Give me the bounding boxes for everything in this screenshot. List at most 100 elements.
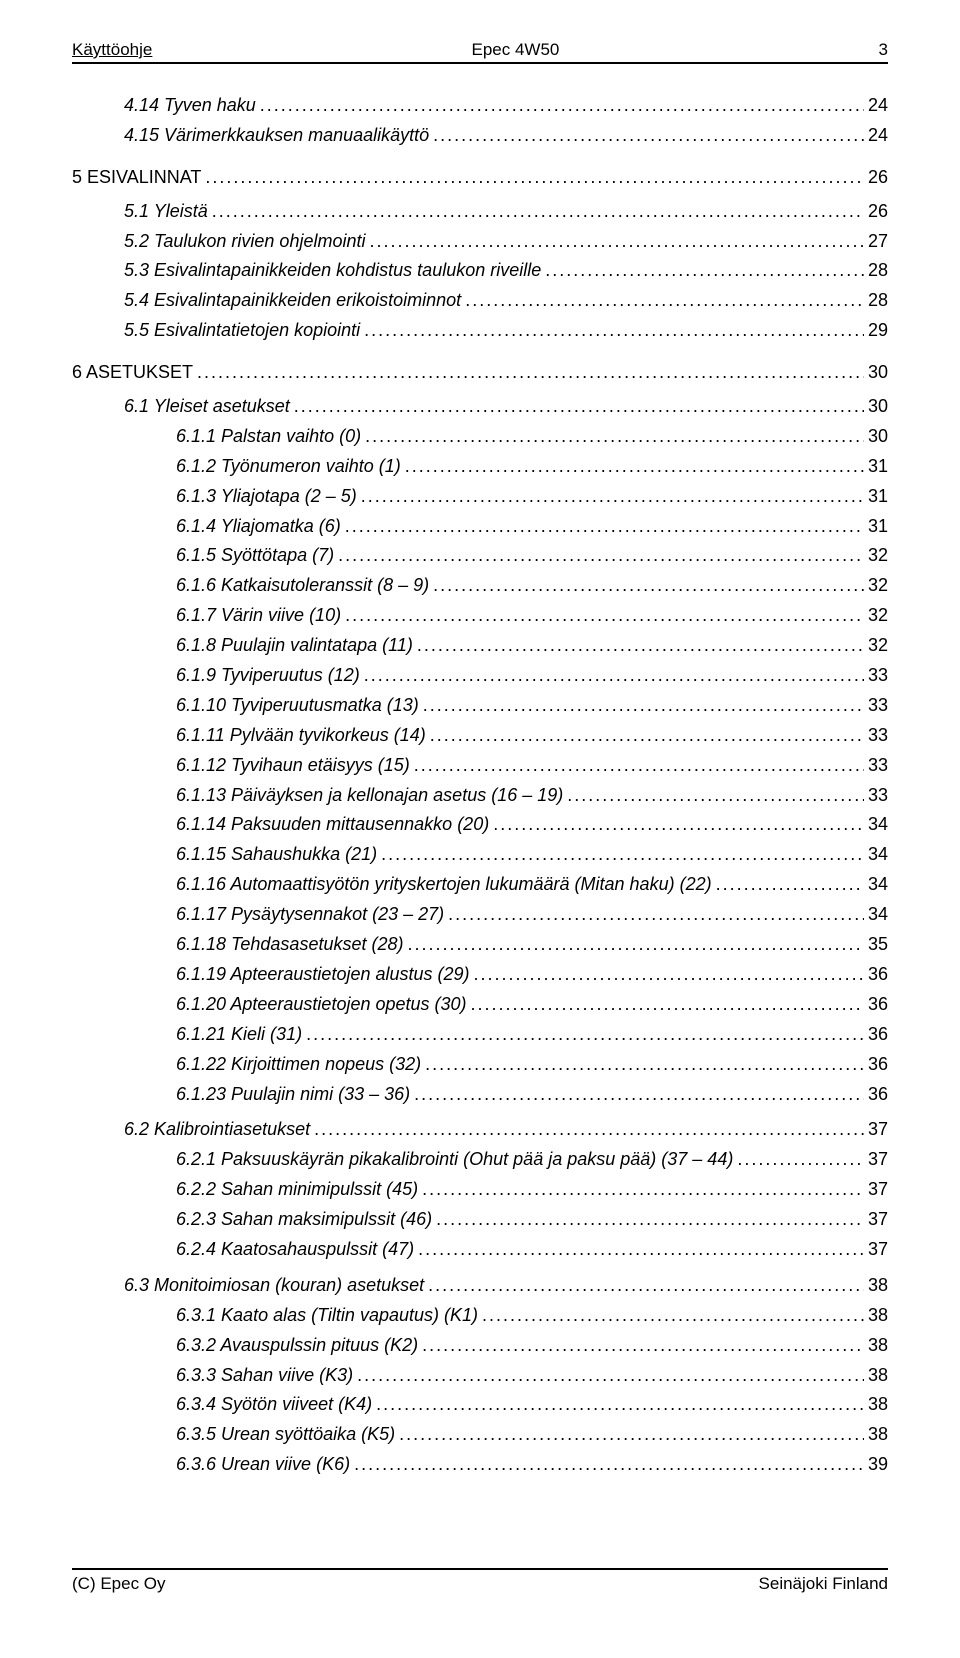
toc-leader-dots [212, 198, 864, 226]
toc-entry-label: 6.1.8 Puulajin valintatapa (11) [176, 632, 413, 660]
toc-entry: 6.3 Monitoimiosan (kouran) asetukset38 [124, 1272, 888, 1300]
toc-entry-page: 37 [868, 1116, 888, 1144]
toc-entry-label: 6.3.6 Urean viive (K6) [176, 1451, 350, 1479]
toc-entry-page: 34 [868, 901, 888, 929]
toc-leader-dots [422, 1176, 864, 1204]
toc-entry-label: 6.1.19 Apteeraustietojen alustus (29) [176, 961, 470, 989]
toc-entry: 5.4 Esivalintapainikkeiden erikoistoimin… [124, 287, 888, 315]
toc-entry: 6.2.4 Kaatosahauspulssit (47)37 [176, 1236, 888, 1264]
toc-entry: 6.1.5 Syöttötapa (7) 32 [176, 542, 888, 570]
toc-entry: 6.1.1 Palstan vaihto (0)30 [176, 423, 888, 451]
toc-leader-dots [414, 1081, 864, 1109]
toc-entry-page: 34 [868, 841, 888, 869]
toc-entry-page: 36 [868, 991, 888, 1019]
toc-entry: 6.1.20 Apteeraustietojen opetus (30) 36 [176, 991, 888, 1019]
toc-entry-page: 36 [868, 961, 888, 989]
toc-entry: 6.2 Kalibrointiasetukset 37 [124, 1116, 888, 1144]
toc-leader-dots [364, 317, 864, 345]
toc-entry-page: 39 [868, 1451, 888, 1479]
toc-entry-label: 6.1.14 Paksuuden mittausennakko (20) [176, 811, 489, 839]
toc-entry-page: 35 [868, 931, 888, 959]
toc-leader-dots [197, 359, 864, 387]
toc-leader-dots [417, 632, 864, 660]
toc-leader-dots [414, 752, 864, 780]
toc-entry-label: 6.3.5 Urean syöttöaika (K5) [176, 1421, 395, 1449]
toc-entry-page: 37 [868, 1236, 888, 1264]
toc-entry-label: 6.3.1 Kaato alas (Tiltin vapautus) (K1) [176, 1302, 478, 1330]
toc-entry-label: 5.5 Esivalintatietojen kopiointi [124, 317, 360, 345]
toc-entry-label: 6.1.5 Syöttötapa (7) [176, 542, 334, 570]
toc-entry-label: 5.2 Taulukon rivien ohjelmointi [124, 228, 365, 256]
toc-entry-label: 6.1.6 Katkaisutoleranssit (8 – 9) [176, 572, 429, 600]
toc-entry-label: 4.15 Värimerkkauksen manuaalikäyttö [124, 122, 429, 150]
toc-entry-label: 6.1.7 Värin viive (10) [176, 602, 341, 630]
toc-leader-dots [418, 1236, 864, 1264]
toc-entry-label: 6 ASETUKSET [72, 359, 193, 387]
toc-leader-dots [357, 1362, 864, 1390]
toc-entry-page: 27 [868, 228, 888, 256]
toc-entry: 4.15 Värimerkkauksen manuaalikäyttö 24 [124, 122, 888, 150]
toc-leader-dots [314, 1116, 864, 1144]
toc-entry: 6.1.17 Pysäytysennakot (23 – 27)34 [176, 901, 888, 929]
toc-entry-label: 6.1.1 Palstan vaihto (0) [176, 423, 361, 451]
toc-entry: 6.1.11 Pylvään tyvikorkeus (14)33 [176, 722, 888, 750]
toc-entry-page: 33 [868, 692, 888, 720]
toc-entry-page: 32 [868, 542, 888, 570]
footer-right: Seinäjoki Finland [759, 1574, 888, 1594]
toc-entry-label: 6.1.12 Tyvihaun etäisyys (15) [176, 752, 410, 780]
toc-leader-dots [422, 1332, 864, 1360]
toc-leader-dots [345, 513, 864, 541]
toc-entry-label: 6.1.2 Työnumeron vaihto (1) [176, 453, 401, 481]
toc-entry-page: 36 [868, 1021, 888, 1049]
toc-entry-label: 6.1 Yleiset asetukset [124, 393, 290, 421]
toc-entry-label: 6.1.16 Automaattisyötön yrityskertojen l… [176, 871, 712, 899]
toc-entry-label: 6.1.15 Sahaushukka (21) [176, 841, 377, 869]
toc-entry-label: 6.2 Kalibrointiasetukset [124, 1116, 310, 1144]
toc-entry-page: 28 [868, 257, 888, 285]
toc-entry-page: 33 [868, 752, 888, 780]
toc-entry-page: 29 [868, 317, 888, 345]
toc-entry-label: 4.14 Tyven haku [124, 92, 256, 120]
toc-entry: 6.3.3 Sahan viive (K3)38 [176, 1362, 888, 1390]
toc-entry-label: 5.3 Esivalintapainikkeiden kohdistus tau… [124, 257, 541, 285]
toc-leader-dots [737, 1146, 864, 1174]
toc-entry-page: 28 [868, 287, 888, 315]
page-header: Käyttöohje Epec 4W50 3 [72, 40, 888, 64]
toc-entry-page: 24 [868, 92, 888, 120]
toc-entry: 6.3.6 Urean viive (K6) 39 [176, 1451, 888, 1479]
toc-leader-dots [474, 961, 864, 989]
toc-entry: 5 ESIVALINNAT26 [72, 164, 888, 192]
toc-entry: 6.1.3 Yliajotapa (2 – 5) 31 [176, 483, 888, 511]
toc-entry: 6.2.2 Sahan minimipulssit (45)37 [176, 1176, 888, 1204]
toc-entry-label: 6.1.20 Apteeraustietojen opetus (30) [176, 991, 467, 1019]
table-of-contents: 4.14 Tyven haku244.15 Värimerkkauksen ma… [72, 84, 888, 1550]
toc-entry: 6 ASETUKSET30 [72, 359, 888, 387]
toc-leader-dots [448, 901, 864, 929]
toc-entry-page: 31 [868, 513, 888, 541]
toc-leader-dots [381, 841, 864, 869]
toc-leader-dots [428, 1272, 864, 1300]
toc-entry-page: 31 [868, 483, 888, 511]
toc-entry: 5.1 Yleistä26 [124, 198, 888, 226]
toc-entry-page: 38 [868, 1421, 888, 1449]
toc-entry-page: 38 [868, 1362, 888, 1390]
toc-entry: 6.3.2 Avauspulssin pituus (K2)38 [176, 1332, 888, 1360]
header-left: Käyttöohje [72, 40, 152, 60]
toc-entry-page: 24 [868, 122, 888, 150]
toc-leader-dots [345, 602, 864, 630]
toc-entry: 6.1.2 Työnumeron vaihto (1) 31 [176, 453, 888, 481]
toc-entry: 6.3.4 Syötön viiveet (K4)38 [176, 1391, 888, 1419]
toc-entry-page: 31 [868, 453, 888, 481]
toc-entry-page: 38 [868, 1272, 888, 1300]
toc-entry-page: 34 [868, 871, 888, 899]
toc-leader-dots [405, 453, 864, 481]
toc-leader-dots [260, 92, 864, 120]
toc-entry: 6.1.13 Päiväyksen ja kellonajan asetus (… [176, 782, 888, 810]
toc-entry-page: 34 [868, 811, 888, 839]
toc-entry-page: 26 [868, 198, 888, 226]
footer-left: (C) Epec Oy [72, 1574, 166, 1594]
toc-entry-label: 6.1.3 Yliajotapa (2 – 5) [176, 483, 357, 511]
toc-leader-dots [376, 1391, 864, 1419]
header-page-number: 3 [879, 40, 888, 60]
toc-entry: 6.2.1 Paksuuskäyrän pikakalibrointi (Ohu… [176, 1146, 888, 1174]
